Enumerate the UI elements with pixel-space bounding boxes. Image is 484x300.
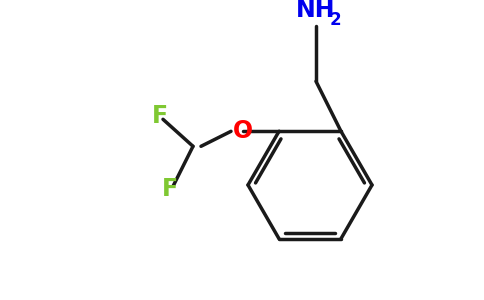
Text: 2: 2 — [330, 11, 342, 29]
Text: O: O — [233, 119, 253, 143]
Text: F: F — [152, 104, 168, 128]
Text: F: F — [162, 177, 178, 201]
Text: NH: NH — [296, 0, 336, 22]
